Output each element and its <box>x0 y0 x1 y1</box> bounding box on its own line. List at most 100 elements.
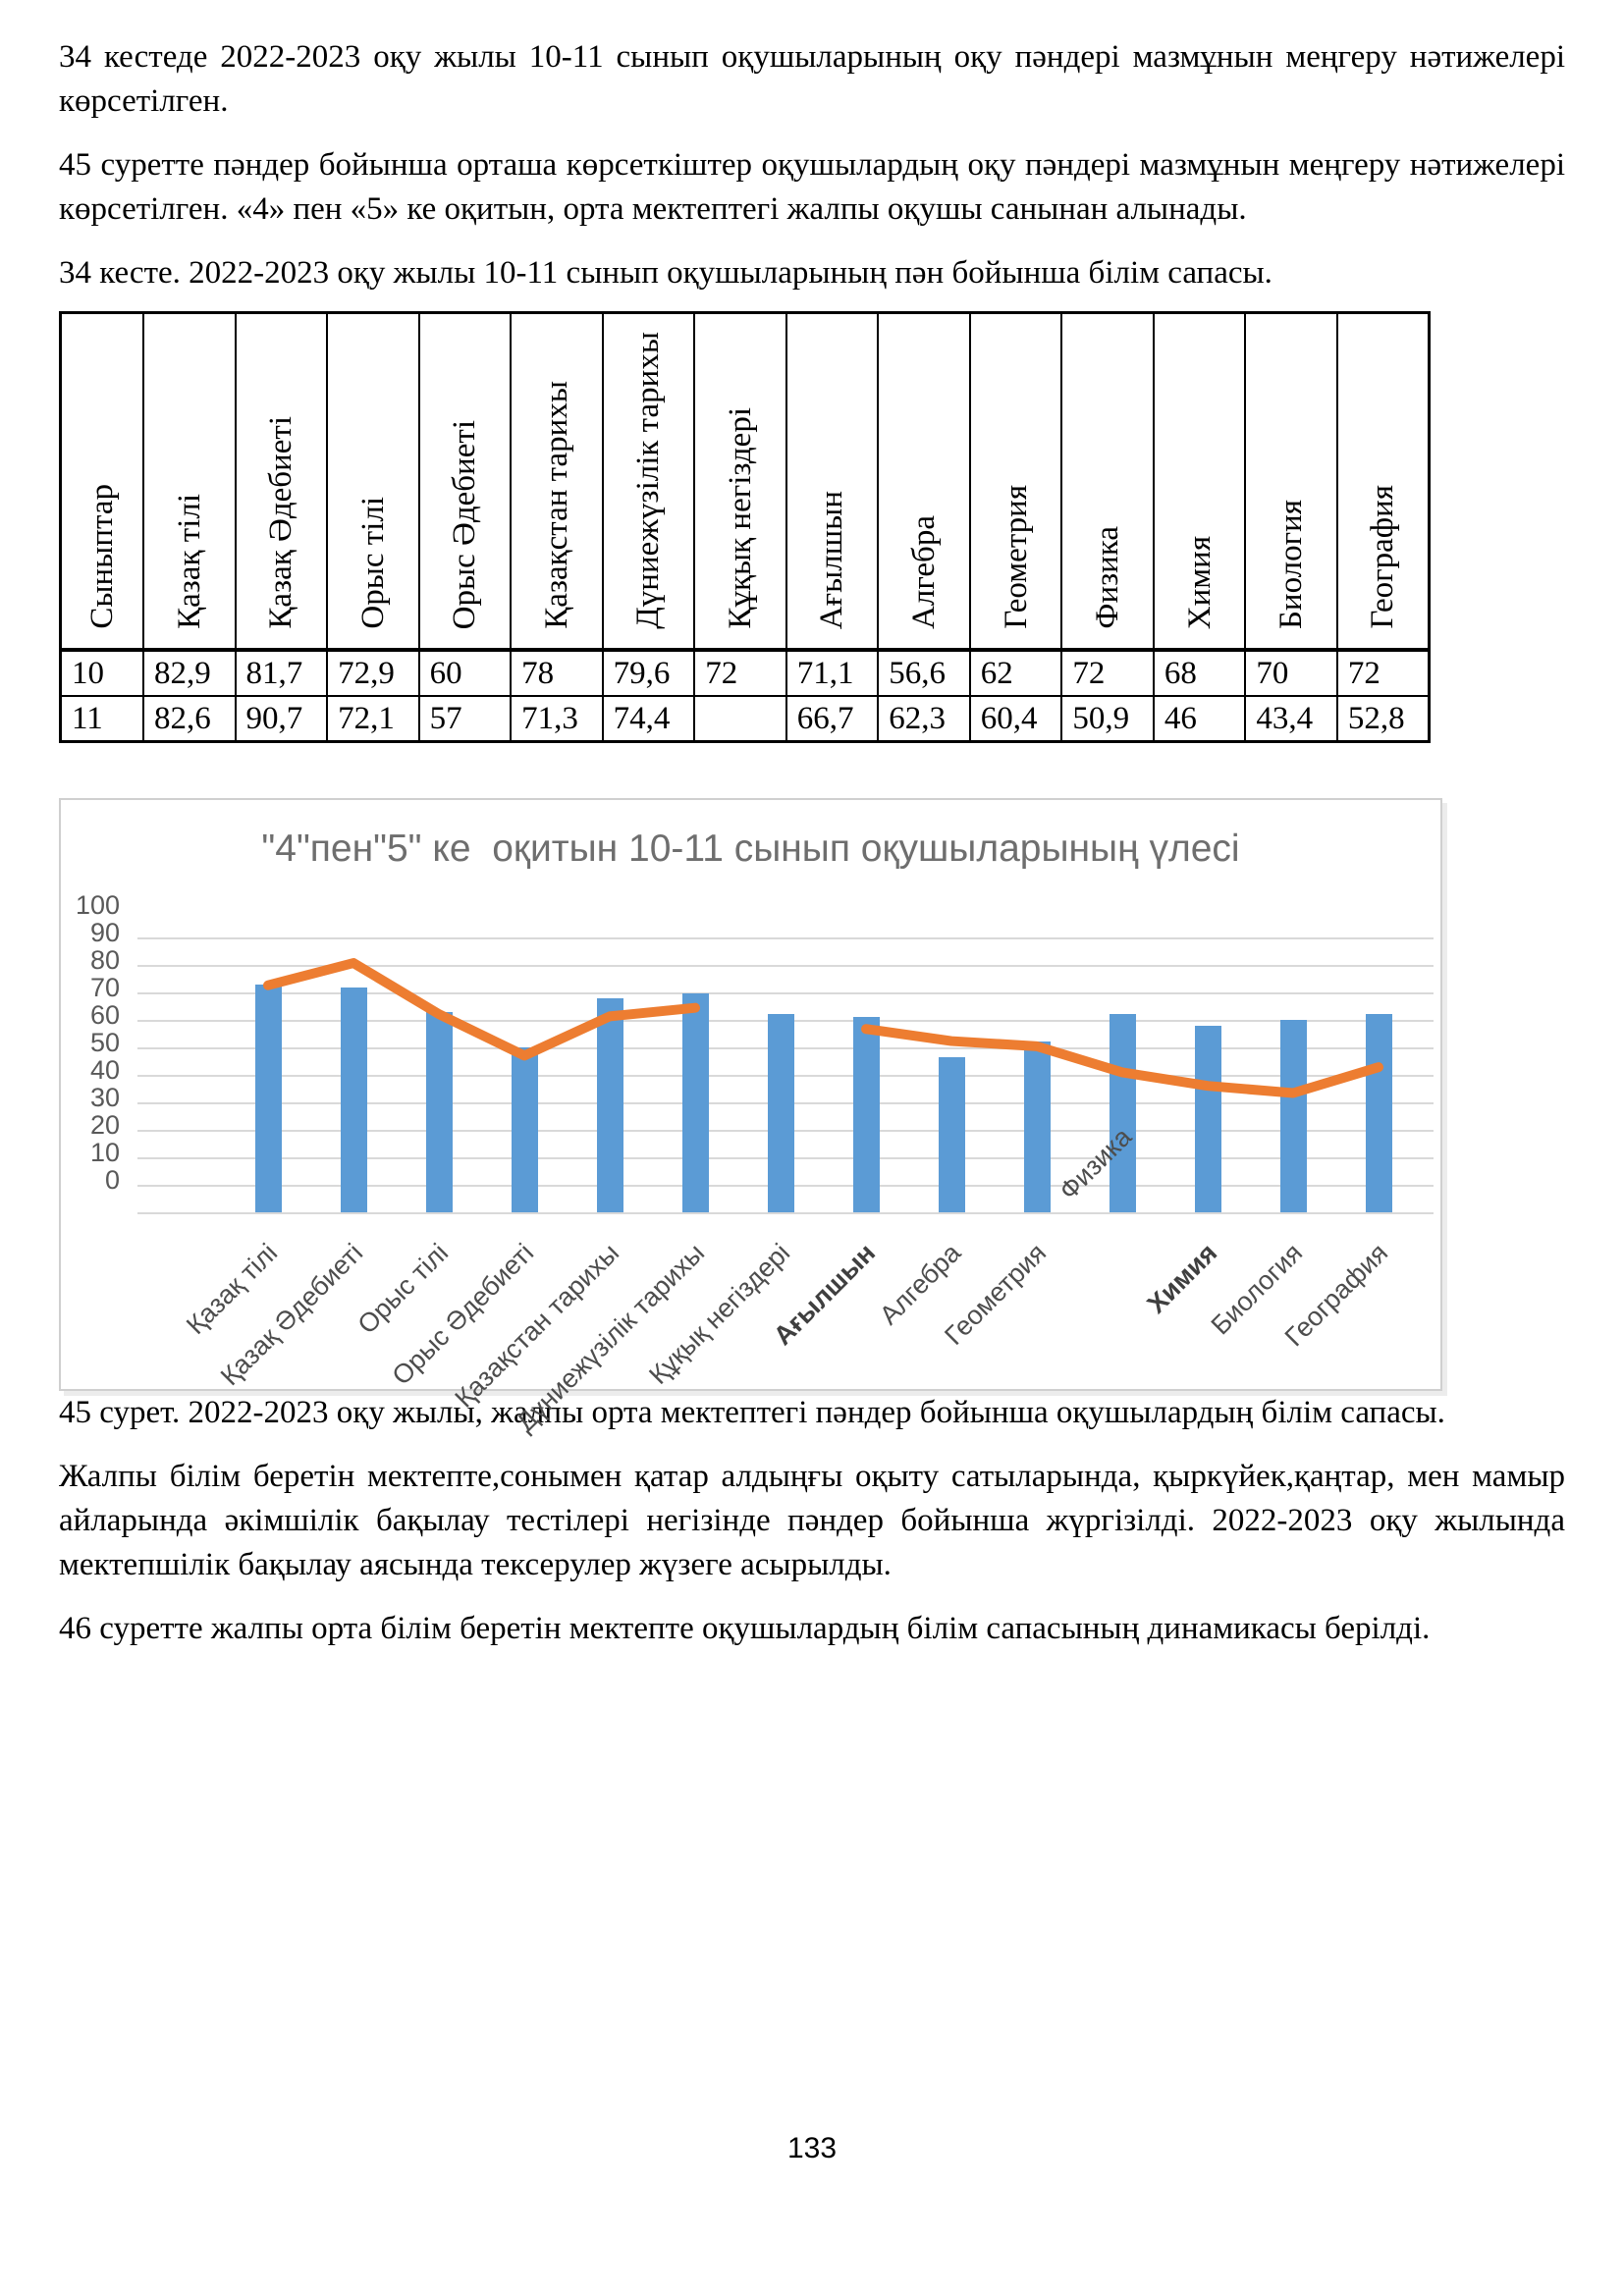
column-header: Сыныптар <box>59 311 144 652</box>
line-segment <box>263 958 700 1061</box>
table-cell: 62 <box>968 649 1063 697</box>
column-header-label: Қазақстан тарихы <box>538 381 574 629</box>
table-cell: 60,4 <box>968 695 1063 743</box>
chart-title: "4"пен"5" ке оқитын 10-11 сынып оқушылар… <box>261 828 1240 870</box>
gridline <box>137 992 1434 994</box>
column-header-label: Химия <box>1181 535 1218 629</box>
column-header-label: Қазақ Әдебиеті <box>263 416 299 629</box>
bar <box>938 1056 965 1212</box>
table-cell: 10 <box>59 649 144 697</box>
chart: "4"пен"5" ке оқитын 10-11 сынып оқушылар… <box>59 798 1442 1437</box>
y-axis-tick-label: 40 <box>89 1055 120 1085</box>
table-cell: 11 <box>59 695 144 743</box>
table-cell: 52,8 <box>1335 695 1431 743</box>
table-cell: 62,3 <box>877 695 971 743</box>
table-cell: 81,7 <box>234 649 329 697</box>
bar <box>596 997 623 1212</box>
column-header: Орыс тілі <box>326 311 420 652</box>
table-header-row: Сыныптар Қазақ тілі Қазақ Әдебиеті Орыс тіл… <box>59 311 1431 652</box>
table-cell: 71,1 <box>785 649 880 697</box>
table-header-row: Сыныптар Қазақ тілі Қазақ Әдебиеті Орыс тіл… <box>59 311 1431 652</box>
table-cell: 72 <box>1335 649 1431 697</box>
table-cell: 78 <box>510 649 604 697</box>
table-cell: 43,4 <box>1244 695 1338 743</box>
results-table: Сыныптар Қазақ тілі Қазақ Әдебиеті Орыс тіл… <box>59 311 1431 743</box>
bar <box>425 1011 453 1212</box>
y-axis-tick-label: 100 <box>75 890 120 920</box>
column-header: Физика <box>1060 311 1155 652</box>
y-axis-tick-label: 80 <box>89 945 120 975</box>
line-series <box>263 958 1383 1098</box>
column-header: Химия <box>1152 311 1247 652</box>
table-cell: 68 <box>1152 649 1247 697</box>
table-row: 10 82,9 81,7 72,9 60 78 79,6 72 71,1 56,6 62 72 68 70… <box>59 649 1431 697</box>
intro-paragraph-2: 45 суретте пәндер бойынша орташа көрсетк… <box>59 147 1565 227</box>
table-cell: 72 <box>693 649 787 697</box>
table-cell: 79,6 <box>601 649 696 697</box>
body-paragraph-3: 46 суретте жалпы орта білім беретін мект… <box>59 1611 1431 1646</box>
column-header: Ағылшын <box>785 311 880 652</box>
column-header-label: Биология <box>1273 499 1310 629</box>
bar <box>511 1047 538 1212</box>
table-cell: 90,7 <box>234 695 329 743</box>
y-axis-tick-label: 20 <box>89 1110 120 1140</box>
y-axis-tick-label: 60 <box>89 1000 120 1030</box>
table-cell: 72,1 <box>326 695 420 743</box>
column-header-label: Алгебра <box>906 515 943 629</box>
x-axis-line <box>137 1212 1434 1214</box>
bar <box>852 1016 880 1212</box>
gridline <box>137 937 1434 939</box>
column-header-label: Құқық негіздері <box>722 407 758 629</box>
table-cell: 70 <box>1244 649 1338 697</box>
table-cell: 72 <box>1060 649 1155 697</box>
table-cell: 72,9 <box>326 649 420 697</box>
figure-caption: 45 сурет. 2022-2023 оқу жылы, жалпы орта… <box>59 1395 1445 1430</box>
column-header-label: Қазақ тілі <box>171 494 207 629</box>
y-axis-tick-label: 10 <box>89 1138 120 1167</box>
table-cell: 50,9 <box>1060 695 1155 743</box>
column-header-label: Геометрия <box>998 485 1034 629</box>
intro-paragraph-1: 34 кестеде 2022-2023 оқу жылы 10-11 сыны… <box>59 39 1565 119</box>
column-header: Алгебра <box>877 311 971 652</box>
table-cell: 56,6 <box>877 649 971 697</box>
column-header-label: Орыс Әдебиеті <box>447 419 483 629</box>
column-header: Дүниежүзілік тарихы <box>601 311 696 652</box>
table-body: 10 82,9 81,7 72,9 60 78 79,6 72 71,1 56,6 62 72 68 70… <box>59 649 1431 743</box>
column-header-label: Ағылшын <box>814 490 850 629</box>
column-header: Қазақстан тарихы <box>510 311 604 652</box>
bar <box>1279 1020 1307 1212</box>
column-header: Құқық негіздері <box>693 311 787 652</box>
bar <box>1023 1041 1051 1212</box>
bar <box>340 988 367 1212</box>
column-header-label: Физика <box>1090 526 1126 629</box>
y-axis-tick-label: 0 <box>104 1165 120 1195</box>
y-axis-tick-label: 50 <box>89 1028 120 1057</box>
table-cell: 82,9 <box>142 649 237 697</box>
bar <box>254 984 282 1212</box>
column-header-label: Сыныптар <box>84 484 120 629</box>
page-number: 133 <box>786 2132 838 2164</box>
table-cell: 66,7 <box>785 695 880 743</box>
column-header: Қазақ тілі <box>142 311 237 652</box>
body-paragraph-2: Жалпы білім беретін мектепте,сонымен қат… <box>59 1459 1565 1582</box>
column-header: Геометрия <box>968 311 1063 652</box>
table-cell: 46 <box>1152 695 1247 743</box>
column-header: Орыс Әдебиеті <box>417 311 513 652</box>
bar <box>1365 1014 1392 1212</box>
table-caption: 34 кесте. 2022-2023 оқу жылы 10-11 сынып… <box>59 255 1272 291</box>
table-cell: 74,4 <box>601 695 696 743</box>
table-cell: 60 <box>417 649 513 697</box>
bar <box>767 1014 794 1212</box>
table-cell: 71,3 <box>510 695 604 743</box>
table-cell <box>693 695 787 743</box>
column-header-label: Дүниежүзілік тарихы <box>630 332 667 629</box>
column-header-label: Орыс тілі <box>354 497 391 629</box>
y-axis-tick-label: 30 <box>89 1083 120 1112</box>
page-content: 34 кестеде 2022-2023 оқу жылы 10-11 сыны… <box>59 39 1565 1646</box>
bar <box>681 993 709 1212</box>
column-header: Биология <box>1244 311 1338 652</box>
bar <box>1194 1025 1221 1212</box>
line-segment <box>861 1024 1383 1098</box>
column-header-label: География <box>1365 485 1401 629</box>
